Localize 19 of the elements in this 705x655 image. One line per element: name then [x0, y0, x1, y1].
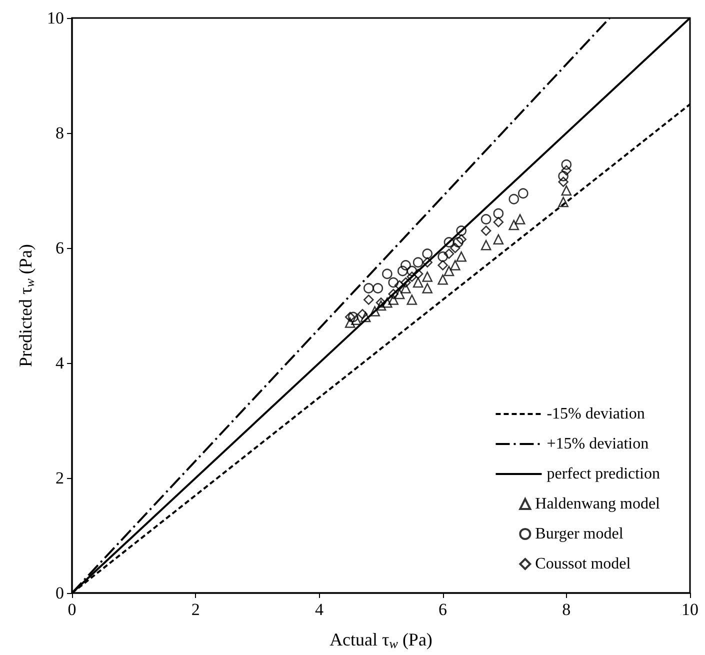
x-tick-label: 4: [314, 600, 324, 619]
y-tick-label: 4: [56, 354, 64, 372]
y-axis-title: Predicted τw (Pa): [16, 244, 38, 367]
x-tick-label: 10: [682, 600, 698, 619]
legend-label: +15% deviation: [546, 436, 649, 452]
y-tick-label: 0: [56, 584, 64, 602]
x-tick-label: 6: [438, 600, 448, 619]
legend-label: Haldenwang model: [535, 496, 661, 512]
y-tick-label: 10: [47, 8, 64, 28]
y-tick-label: 8: [56, 124, 64, 142]
legend-label: perfect prediction: [546, 466, 660, 482]
legend-label: Burger model: [535, 526, 624, 542]
legend-label: -15% deviation: [546, 406, 645, 422]
x-tick-label: 0: [68, 600, 76, 619]
x-tick-label: 8: [562, 600, 571, 619]
y-tick-label: 2: [56, 468, 64, 488]
y-tick-label: 6: [56, 238, 64, 258]
x-tick-label: 2: [191, 600, 200, 619]
legend-label: Coussot model: [535, 556, 632, 572]
